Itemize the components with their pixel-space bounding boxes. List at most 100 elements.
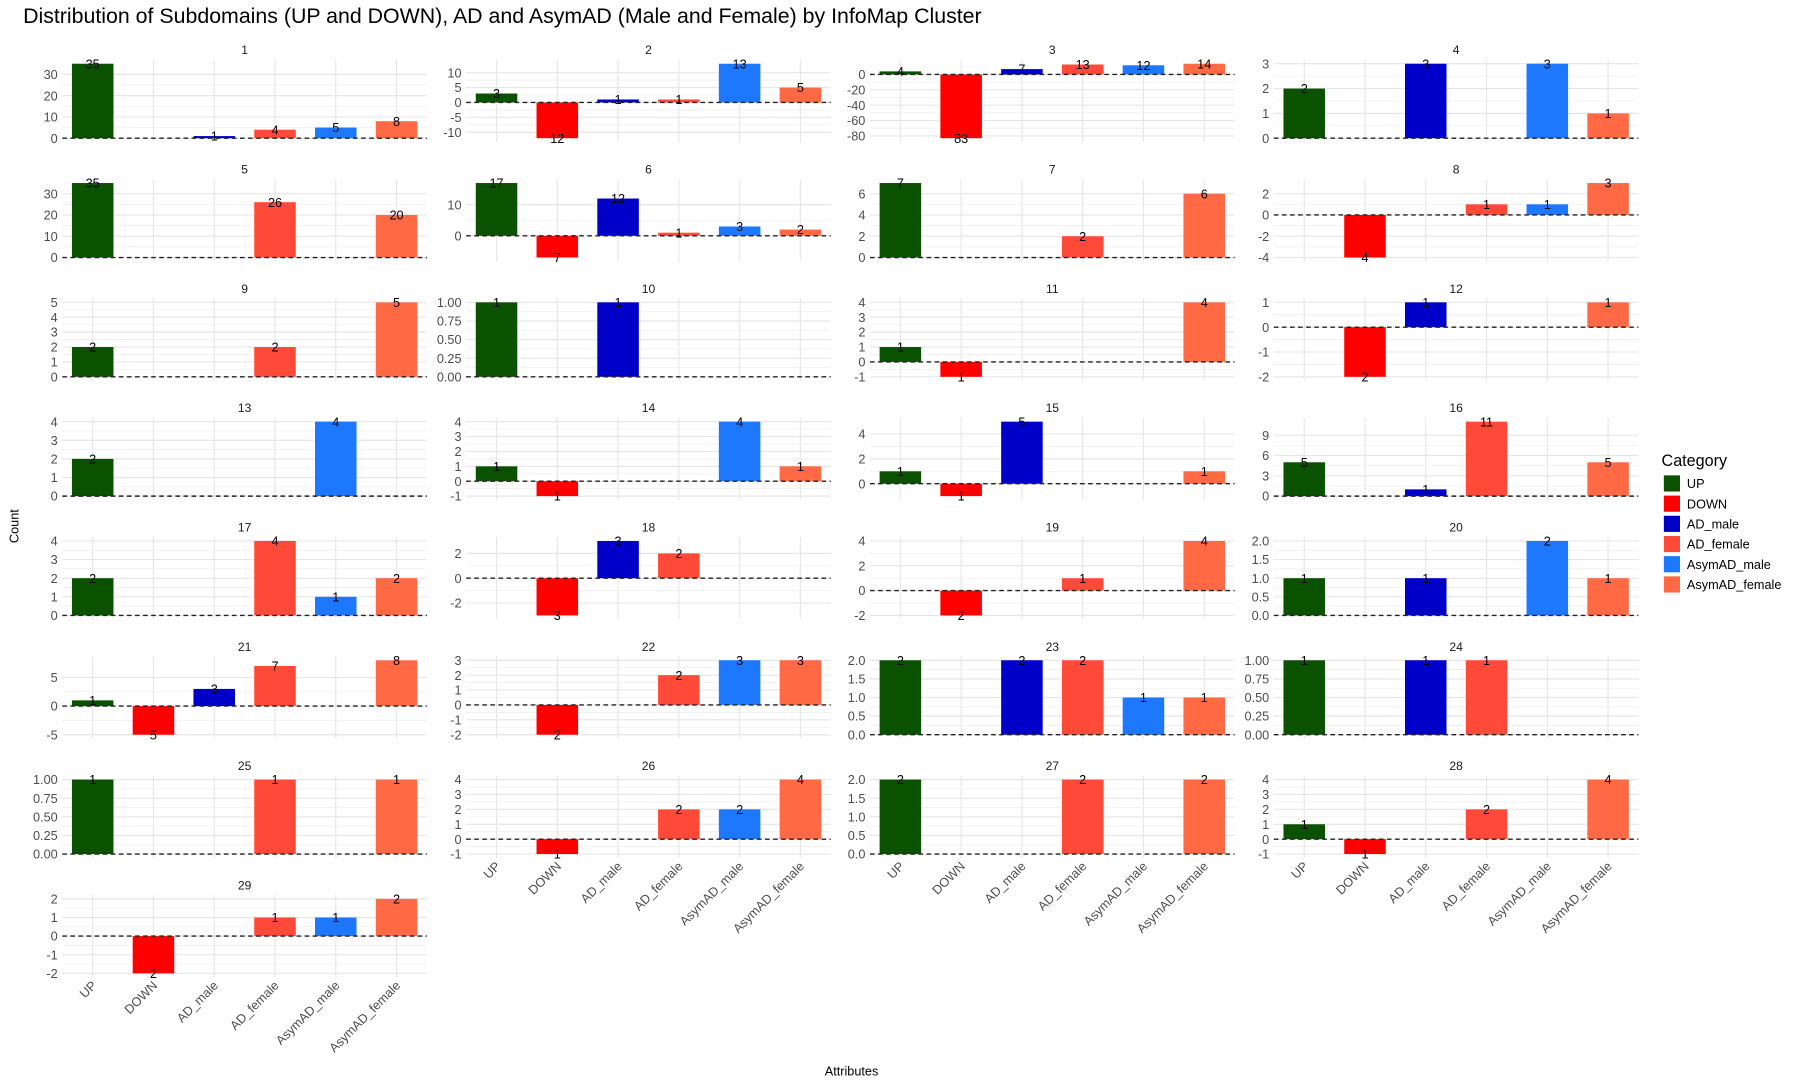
data-label: 1 xyxy=(958,490,965,504)
bar-UP xyxy=(475,302,518,377)
y-tick-label: 3 xyxy=(454,788,461,802)
y-tick-label: 0 xyxy=(51,700,58,714)
y-tick-label: 5 xyxy=(454,81,461,95)
facet-strip-label: 3 xyxy=(1049,43,1056,57)
bar-AD_male xyxy=(597,540,639,579)
x-tick-label: AsymAD_male xyxy=(273,979,342,1048)
bar-UP xyxy=(1283,578,1325,616)
bar-AsymAD_female xyxy=(375,779,418,855)
y-tick-label: 20 xyxy=(44,209,58,223)
y-tick-label: 0 xyxy=(858,477,865,491)
y-tick-label: 0 xyxy=(1262,132,1269,146)
y-tick-label: -1 xyxy=(450,713,461,727)
y-tick-label: 4 xyxy=(858,535,865,549)
data-label: 4 xyxy=(797,773,804,787)
data-label: 12 xyxy=(550,132,564,146)
x-tick-label: AD_female xyxy=(227,979,281,1033)
x-tick-label: DOWN xyxy=(1333,859,1371,897)
data-label: 17 xyxy=(489,177,503,191)
facet-panel-18: 18 -2 0 2 3 3 2 xyxy=(450,520,831,623)
y-tick-label: 0 xyxy=(51,132,58,146)
y-tick-label: 20 xyxy=(44,89,58,103)
y-tick-label: -60 xyxy=(847,114,865,128)
bar-DOWN xyxy=(1344,839,1386,855)
bar-AD_male xyxy=(597,99,639,103)
data-label: 8 xyxy=(393,654,400,668)
y-tick-label: -1 xyxy=(450,848,461,862)
data-label: 4 xyxy=(1201,535,1208,549)
y-tick-label: 9 xyxy=(1262,429,1269,443)
facet-strip-label: 10 xyxy=(642,282,656,296)
bar-AD_female xyxy=(1061,578,1104,591)
bar-DOWN xyxy=(940,361,982,377)
bar-UP xyxy=(71,347,114,377)
legend-label: AD_male xyxy=(1687,517,1739,531)
facet-strip-label: 28 xyxy=(1449,759,1463,773)
legend-key-AD_female xyxy=(1663,535,1680,553)
data-label: 5 xyxy=(332,121,339,135)
data-label: 12 xyxy=(1136,59,1150,73)
facet-strip-label: 26 xyxy=(642,759,656,773)
facet-strip-label: 14 xyxy=(642,401,656,415)
y-tick-label: 0.75 xyxy=(437,315,462,329)
bar-DOWN xyxy=(536,839,579,855)
data-label: 3 xyxy=(211,683,218,697)
y-tick-label: 10 xyxy=(447,198,461,212)
data-label: 2 xyxy=(1018,654,1025,668)
y-tick-label: 0.00 xyxy=(1245,728,1270,742)
bar-UP xyxy=(71,63,114,139)
bar-UP xyxy=(71,578,114,616)
y-tick-label: -1 xyxy=(450,490,461,504)
y-tick-label: 0 xyxy=(51,370,58,384)
x-tick-label: UP xyxy=(1289,859,1311,881)
facet-strip-label: 17 xyxy=(238,520,252,534)
legend-key-UP xyxy=(1663,475,1680,492)
y-tick-label: 3 xyxy=(858,311,865,325)
facet-strip-label: 22 xyxy=(642,640,656,654)
y-tick-label: 0.0 xyxy=(1252,609,1270,623)
y-tick-label: -2 xyxy=(450,597,461,611)
y-tick-label: 3 xyxy=(51,553,58,567)
legend-label: AsymAD_male xyxy=(1687,558,1771,572)
bar-UP xyxy=(1283,660,1325,735)
data-label: 7 xyxy=(554,251,561,265)
y-tick-label: 1.00 xyxy=(33,773,58,787)
bar-AsymAD_female xyxy=(1587,578,1629,616)
data-label: 5 xyxy=(797,81,804,95)
facet-panel-20: 20 0.0 0.5 1.0 1.5 2.0 1 1 2 1 xyxy=(1252,520,1639,623)
y-tick-label: 0.0 xyxy=(848,848,866,862)
y-tick-label: 2 xyxy=(858,559,865,573)
data-label: 4 xyxy=(736,415,743,429)
bar-AsymAD_female xyxy=(1183,63,1225,75)
y-tick-label: 2 xyxy=(1262,187,1269,201)
bar-AsymAD_male xyxy=(1122,65,1165,75)
y-tick-label: 0.00 xyxy=(33,848,58,862)
y-tick-label: 1.5 xyxy=(1252,553,1270,567)
bar-AsymAD_female xyxy=(1183,779,1225,855)
y-tick-label: 2 xyxy=(454,803,461,817)
legend-key-AsymAD_female xyxy=(1663,576,1680,593)
bar-AsymAD_male xyxy=(718,63,761,103)
y-tick-label: 0.25 xyxy=(437,352,462,366)
facet-strip-label: 24 xyxy=(1449,640,1463,654)
data-label: 13 xyxy=(1076,58,1090,72)
data-label: 1 xyxy=(897,465,904,479)
bar-AD_female xyxy=(254,917,296,937)
y-tick-label: 0 xyxy=(454,475,461,489)
y-tick-label: -1 xyxy=(46,948,57,962)
data-label: 2 xyxy=(89,341,96,355)
y-tick-label: 30 xyxy=(44,68,58,82)
data-label: 6 xyxy=(1201,187,1208,201)
bar-DOWN xyxy=(132,936,175,974)
data-label: 5 xyxy=(1605,456,1612,470)
facet-strip-label: 13 xyxy=(238,401,252,415)
y-tick-label: -1 xyxy=(1258,346,1269,360)
bar-AsymAD_male xyxy=(1526,63,1569,139)
facet-strip-label: 20 xyxy=(1449,520,1463,534)
